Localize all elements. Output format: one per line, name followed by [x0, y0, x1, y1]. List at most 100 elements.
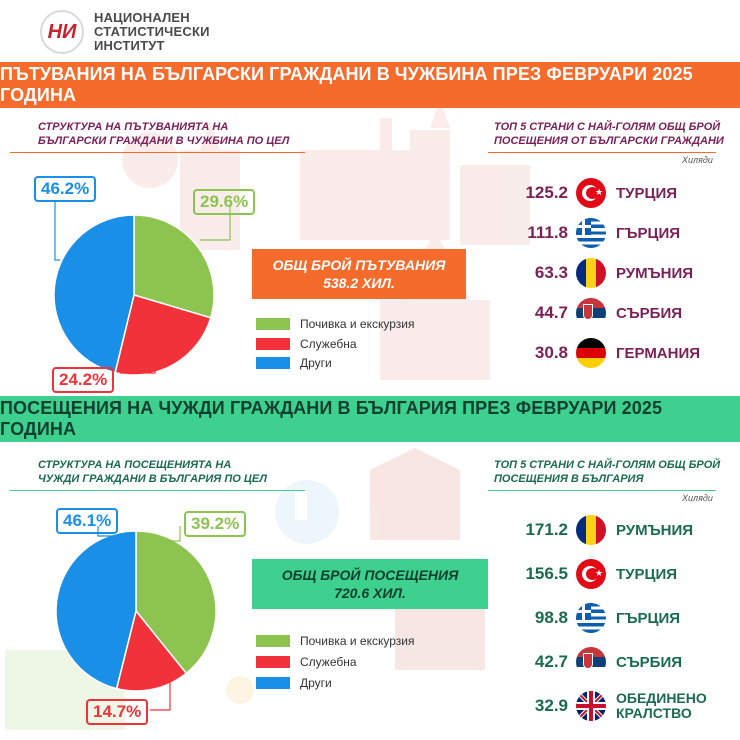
pie-slice-1: [114, 294, 212, 376]
top5-country: ГЪРЦИЯ: [616, 224, 681, 242]
outbound-leisure-pct: 29.6%: [193, 189, 256, 215]
total-label: ОБЩ БРОЙ ПОСЕЩЕНИЯ: [281, 567, 459, 583]
legend-label: Почивка и екскурзия: [300, 317, 415, 331]
org-name: НАЦИОНАЛЕН СТАТИСТИЧЕСКИ ИНСТИТУТ: [94, 11, 210, 53]
top5-value: 44.7: [534, 303, 568, 322]
united-kingdom-flag-icon: [576, 691, 606, 721]
top5-row: 111.8 ГЪРЦИЯ: [508, 218, 680, 248]
serbia-flag-icon: [576, 298, 606, 328]
top5-value: 32.9: [534, 696, 568, 715]
pie-slice-1: [115, 609, 188, 692]
romania-flag-icon: [576, 515, 606, 545]
outbound-top5-underline: [488, 152, 716, 153]
pie-slice-0: [133, 214, 215, 319]
legend-item-business: Служебна: [256, 655, 357, 669]
outbound-pie-chart: [53, 202, 231, 376]
legend-swatch: [256, 635, 290, 647]
org-name-line: СТАТИСТИЧЕСКИ: [94, 24, 210, 39]
top5-row: 171.2 РУМЪНИЯ: [508, 515, 693, 545]
total-value: 720.6 ХИЛ.: [334, 585, 406, 601]
logo-mark: НИ: [47, 20, 77, 43]
top5-country: СЪРБИЯ: [616, 304, 683, 322]
legend-swatch: [256, 357, 290, 369]
inbound-top5-underline: [488, 490, 716, 491]
legend-item-other: Други: [256, 356, 332, 370]
inbound-total-box: ОБЩ БРОЙ ПОСЕЩЕНИЯ 720.6 ХИЛ.: [252, 559, 488, 609]
legend-swatch: [256, 338, 290, 350]
inbound-pie-subtitle: СТРУКТУРА НА ПОСЕЩЕНИЯТА НА ЧУЖДИ ГРАЖДА…: [38, 458, 267, 486]
legend-item-leisure: Почивка и екскурзия: [256, 317, 414, 331]
subtitle-line: СТРУКТУРА НА ПЪТУВАНИЯТА НА: [38, 121, 229, 133]
top5-country: ГЪРЦИЯ: [616, 609, 681, 627]
top5-value: 171.2: [525, 520, 568, 539]
top5-row: 63.3 РУМЪНИЯ: [508, 258, 693, 288]
top5-country: ТУРЦИЯ: [616, 565, 678, 583]
top5-value: 42.7: [534, 652, 568, 671]
total-label: ОБЩ БРОЙ ПЪТУВАНИЯ: [272, 257, 446, 273]
inbound-business-pct: 14.7%: [86, 699, 149, 725]
subtitle-line: ПОСЕЩЕНИЯ ОТ БЪЛГАРСКИ ГРАЖДАНИ: [494, 135, 724, 147]
inbound-banner: ПОСЕЩЕНИЯ НА ЧУЖДИ ГРАЖДАНИ В БЪЛГАРИЯ П…: [0, 396, 740, 442]
turkey-flag-icon: ★: [576, 178, 606, 208]
total-value: 538.2 ХИЛ.: [323, 275, 395, 291]
outbound-banner: ПЪТУВАНИЯ НА БЪЛГАРСКИ ГРАЖДАНИ В ЧУЖБИН…: [0, 62, 740, 108]
inbound-pie-chart: [55, 526, 217, 711]
top5-value: 30.8: [534, 343, 568, 362]
top5-country: СЪРБИЯ: [616, 653, 683, 671]
leader-line-leisure: [160, 526, 181, 542]
top5-row: 156.5 ★ ТУРЦИЯ: [508, 559, 677, 589]
top5-row: 32.9 ОБЕДИНЕНО КРАЛСТВО: [508, 691, 707, 721]
top5-value: 156.5: [525, 564, 568, 583]
serbia-flag-icon: [576, 647, 606, 677]
leader-line-other: [54, 202, 60, 261]
inbound-top5-title: ТОП 5 СТРАНИ С НАЙ-ГОЛЯМ ОБЩ БРОЙ ПОСЕЩЕ…: [494, 458, 720, 486]
leader-line-leisure: [200, 205, 231, 241]
top5-row: 44.7 СЪРБИЯ: [508, 298, 682, 328]
inbound-leisure-pct: 39.2%: [184, 511, 247, 537]
leader-line-business: [120, 360, 156, 374]
top5-value: 111.8: [527, 223, 568, 242]
legend-label: Служебна: [300, 337, 357, 351]
org-name-line: ИНСТИТУТ: [94, 38, 165, 53]
subtitle-line: ПОСЕЩЕНИЯ В БЪЛГАРИЯ: [494, 473, 644, 485]
outbound-unit: Хиляди: [682, 155, 713, 165]
top5-country: РУМЪНИЯ: [616, 521, 694, 539]
greece-flag-icon: [576, 603, 606, 633]
outbound-business-pct: 24.2%: [52, 367, 115, 393]
outbound-top5-title: ТОП 5 СТРАНИ С НАЙ-ГОЛЯМ ОБЩ БРОЙ ПОСЕЩЕ…: [494, 120, 724, 148]
top5-country: ТУРЦИЯ: [616, 184, 678, 202]
pie-slice-2: [53, 214, 135, 374]
top5-country: РУМЪНИЯ: [616, 264, 694, 282]
inbound-other-pct: 46.1%: [56, 508, 119, 534]
pie-slice-0: [135, 530, 217, 675]
legend-item-leisure: Почивка и екскурзия: [256, 634, 414, 648]
legend-label: Други: [300, 356, 332, 370]
top5-value: 125.2: [525, 183, 568, 202]
legend-swatch: [256, 318, 290, 330]
inbound-subtitle-underline: [10, 490, 305, 491]
outbound-pie-subtitle: СТРУКТУРА НА ПЪТУВАНИЯТА НА БЪЛГАРСКИ ГР…: [38, 120, 289, 148]
outbound-total-box: ОБЩ БРОЙ ПЪТУВАНИЯ 538.2 ХИЛ.: [252, 249, 466, 299]
top5-row: 30.8 ГЕРМАНИЯ: [508, 338, 700, 368]
legend-swatch: [256, 677, 290, 689]
legend-swatch: [256, 656, 290, 668]
legend-label: Други: [300, 676, 332, 690]
subtitle-line: ТОП 5 СТРАНИ С НАЙ-ГОЛЯМ ОБЩ БРОЙ: [494, 121, 721, 133]
top5-row: 125.2 ★ ТУРЦИЯ: [508, 178, 677, 208]
outbound-other-pct: 46.2%: [34, 176, 97, 202]
top5-country: ОБЕДИНЕНО КРАЛСТВО: [616, 690, 707, 721]
subtitle-line: СТРУКТУРА НА ПОСЕЩЕНИЯТА НА: [38, 459, 232, 471]
legend-label: Служебна: [300, 655, 357, 669]
top5-value: 63.3: [534, 263, 568, 282]
subtitle-line: ТОП 5 СТРАНИ С НАЙ-ГОЛЯМ ОБЩ БРОЙ: [494, 459, 721, 471]
top5-row: 42.7 СЪРБИЯ: [508, 647, 682, 677]
romania-flag-icon: [576, 258, 606, 288]
turkey-flag-icon: ★: [576, 559, 606, 589]
legend-item-business: Служебна: [256, 337, 357, 351]
legend-item-other: Други: [256, 676, 332, 690]
outbound-title: ПЪТУВАНИЯ НА БЪЛГАРСКИ ГРАЖДАНИ В ЧУЖБИН…: [0, 64, 693, 105]
nsi-logo: НИ: [40, 10, 84, 54]
subtitle-line: БЪЛГАРСКИ ГРАЖДАНИ В ЧУЖБИНА ПО ЦЕЛ: [38, 135, 290, 147]
org-name-line: НАЦИОНАЛЕН: [94, 10, 190, 25]
germany-flag-icon: [576, 338, 606, 368]
